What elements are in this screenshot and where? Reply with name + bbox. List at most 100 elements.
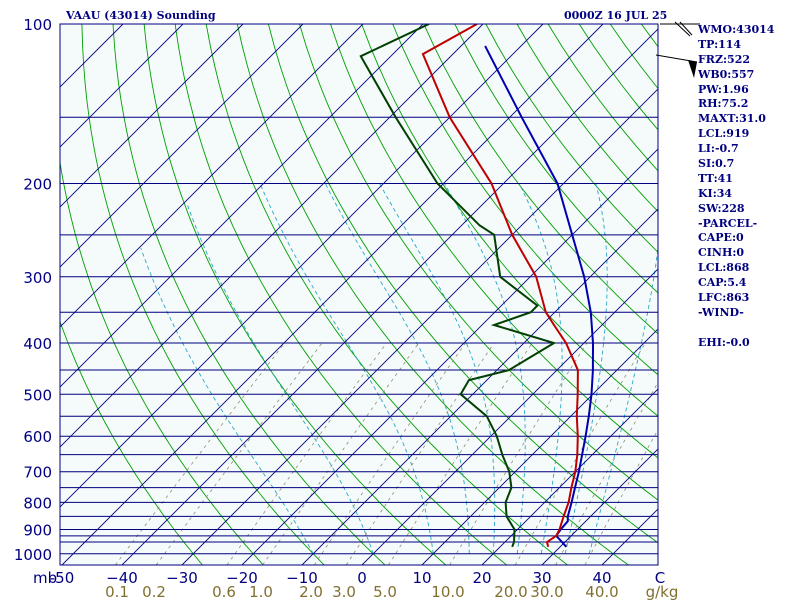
isotherm-line — [241, 148, 658, 565]
dry-adiabat-line — [392, 24, 658, 376]
sounding-index: KI:34 — [698, 186, 733, 200]
temperature-tick-label: −30 — [166, 569, 198, 587]
sounding-index: TP:114 — [698, 37, 742, 51]
plot-area — [60, 24, 658, 565]
sounding-index: CAPE:0 — [698, 231, 744, 245]
temperature-tick-label: −40 — [106, 569, 138, 587]
dry-adiabat-line — [60, 159, 264, 565]
mixing-ratio-line — [114, 342, 285, 565]
isotherm-line — [541, 448, 658, 565]
mixing-ratio-label: 1.0 — [249, 583, 273, 600]
sounding-index: LI:-0.7 — [698, 142, 739, 156]
mixing-ratio-label: 10.0 — [431, 583, 464, 600]
temperature-unit-label: C — [655, 569, 665, 587]
isotherm-line — [61, 24, 604, 565]
pressure-tick-label: 700 — [23, 464, 52, 482]
sounding-indices-list: WMO:43014 TP:114 FRZ:522 WB0:557 PW:1.96 RH:7… — [698, 23, 774, 351]
sounding-index: SI:0.7 — [698, 157, 735, 171]
temperature-tick-label: 10 — [412, 569, 431, 587]
dry-adiabat-line — [174, 24, 507, 565]
plot-frame — [59, 23, 659, 566]
isotherm-line — [60, 24, 304, 268]
isotherm-line — [361, 268, 658, 565]
temperature-tick-label: -50 — [50, 569, 75, 587]
sounding-index: CINH:0 — [698, 246, 745, 260]
pressure-tick-label: 1000 — [14, 546, 52, 564]
pressure-tick-label: 300 — [23, 269, 52, 287]
mixing-ratio-label: g/kg — [646, 583, 679, 600]
parcel-trace — [484, 45, 595, 548]
dewpoint-trace — [359, 24, 557, 548]
mixing-ratio-label: 3.0 — [332, 583, 356, 600]
mixing-ratio-label: 0.6 — [212, 583, 236, 600]
isotherm-line — [121, 28, 658, 565]
mixing-ratio-line — [449, 342, 588, 565]
sounding-datetime: 0000Z 16 JUL 25 — [564, 9, 668, 22]
wind-barb — [674, 21, 691, 37]
sounding-index: RH:75.2 — [698, 97, 749, 111]
mixing-ratio-line — [345, 342, 495, 565]
dry-adiabat-line — [267, 24, 658, 544]
sounding-index: FRZ:522 — [698, 52, 751, 66]
moist-adiabat-line — [187, 205, 374, 554]
sounding-index: PW:1.96 — [698, 82, 749, 96]
sounding-index: MAXT:31.0 — [698, 112, 766, 126]
dry-adiabat-line — [143, 24, 447, 565]
pressure-tick-label: 200 — [23, 175, 52, 193]
mixing-ratio-label: 0.1 — [105, 583, 129, 600]
wind-barb — [688, 60, 697, 78]
mixing-ratio-line — [262, 342, 420, 565]
sounding-index: WMO:43014 — [698, 23, 775, 36]
pressure-unit-label: mb — [33, 569, 57, 587]
sounding-index: CAP:5.4 — [698, 276, 747, 290]
isotherm-line — [301, 208, 658, 565]
sounding-index: -PARCEL- — [698, 216, 758, 230]
mixing-ratio-label: 30.0 — [530, 583, 563, 600]
isotherm-line — [60, 24, 364, 328]
mixing-ratio-label: 5.0 — [373, 583, 397, 600]
temperature-tick-label: −10 — [286, 569, 318, 587]
moist-adiabat-line — [518, 183, 563, 554]
mixing-ratio-label: 40.0 — [585, 583, 618, 600]
isotherm-line — [60, 24, 424, 388]
moist-adiabat-line — [379, 183, 496, 554]
moist-adiabat-line — [444, 183, 526, 554]
wind-barb — [679, 21, 693, 36]
moist-adiabat-line — [324, 183, 470, 554]
sounding-index: LFC:863 — [698, 291, 750, 305]
dry-adiabat-line — [485, 24, 658, 253]
dry-adiabat-line — [81, 24, 325, 565]
isotherm-line — [181, 88, 658, 565]
temperature-tick-label: 0 — [357, 569, 367, 587]
isotherm-line — [60, 24, 244, 208]
mixing-ratio-line — [388, 342, 533, 565]
mixing-ratio-line — [226, 342, 387, 565]
isotherm-line — [481, 388, 658, 565]
isotherm-line — [60, 24, 184, 148]
mixing-ratio-line — [514, 342, 646, 565]
dry-adiabat-line — [205, 24, 568, 565]
dry-adiabat-line — [454, 24, 658, 294]
temperature-tick-label: 40 — [592, 569, 611, 587]
sounding-index: LCL:919 — [698, 127, 750, 141]
sounding-index: WB0:557 — [698, 67, 755, 81]
mixing-ratio-line — [584, 429, 658, 565]
dry-adiabat-line — [423, 24, 658, 335]
sounding-index — [698, 321, 774, 336]
temperature-trace — [421, 24, 579, 548]
temperature-tick-label: −20 — [226, 569, 258, 587]
sounding-index: LCL:868 — [698, 261, 750, 275]
pressure-tick-label: 800 — [23, 494, 52, 512]
isotherm-line — [60, 24, 544, 508]
pressure-tick-label: 900 — [23, 522, 52, 540]
sounding-index: TT:41 — [698, 171, 733, 185]
temperature-tick-label: 30 — [532, 569, 551, 587]
pressure-tick-label: 100 — [23, 16, 52, 34]
dry-adiabat-line — [361, 24, 658, 417]
mixing-ratio-line — [155, 342, 323, 565]
pressure-tick-label: 500 — [23, 386, 52, 404]
pressure-tick-label: 600 — [23, 428, 52, 446]
pressure-tick-label: 400 — [23, 335, 52, 353]
sounding-title: VAAU (43014) Sounding — [66, 9, 216, 22]
